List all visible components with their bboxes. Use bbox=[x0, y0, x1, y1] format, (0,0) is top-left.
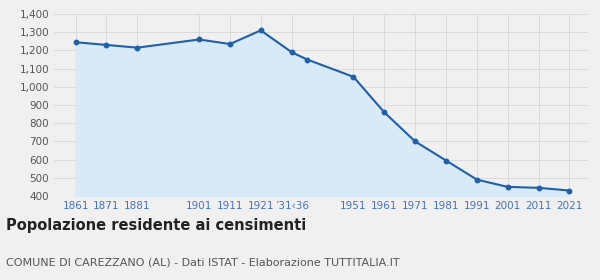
Point bbox=[410, 139, 420, 144]
Point bbox=[379, 110, 389, 115]
Point bbox=[133, 45, 142, 50]
Point bbox=[101, 43, 111, 47]
Point bbox=[472, 178, 482, 182]
Point bbox=[71, 40, 80, 45]
Point bbox=[349, 74, 358, 79]
Point bbox=[302, 57, 312, 62]
Point bbox=[256, 28, 266, 33]
Point bbox=[565, 188, 574, 193]
Point bbox=[194, 37, 204, 42]
Text: Popolazione residente ai censimenti: Popolazione residente ai censimenti bbox=[6, 218, 306, 234]
Point bbox=[441, 158, 451, 163]
Point bbox=[287, 50, 296, 55]
Point bbox=[503, 185, 512, 189]
Point bbox=[534, 186, 544, 190]
Text: COMUNE DI CAREZZANO (AL) - Dati ISTAT - Elaborazione TUTTITALIA.IT: COMUNE DI CAREZZANO (AL) - Dati ISTAT - … bbox=[6, 258, 400, 268]
Point bbox=[225, 42, 235, 46]
